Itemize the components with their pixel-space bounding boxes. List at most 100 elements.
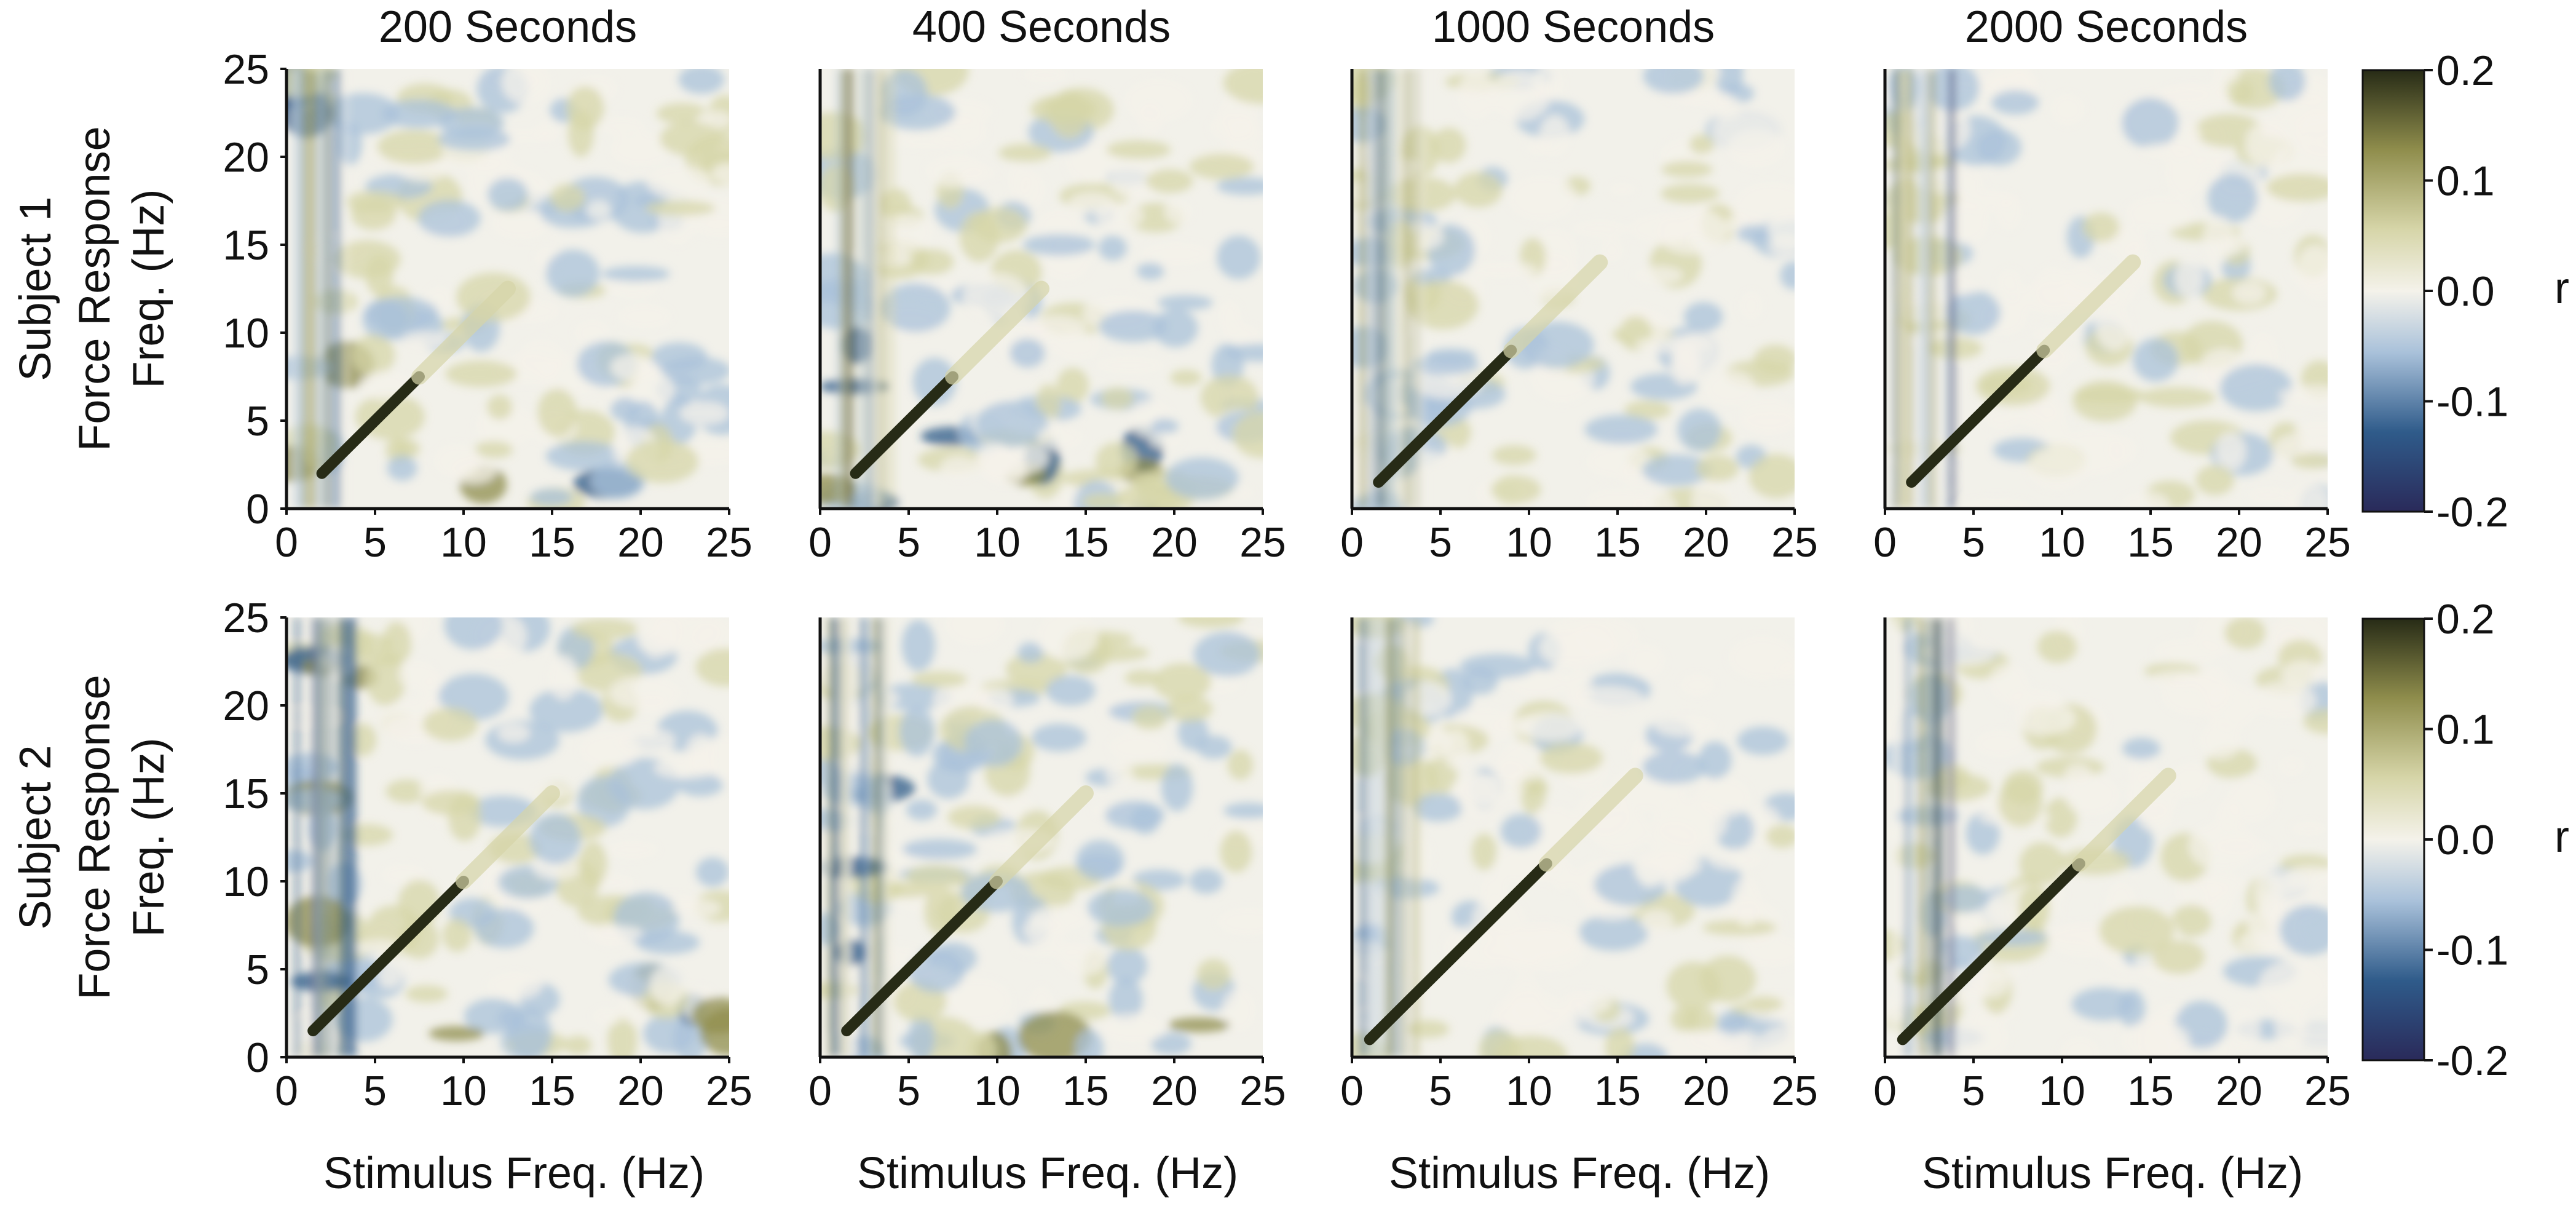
- heatmap-blob: [2293, 420, 2328, 446]
- heatmap-blob: [959, 165, 998, 181]
- heatmap-blob: [578, 731, 641, 769]
- heatmap-blob: [2139, 387, 2216, 408]
- heatmap-blob: [1196, 958, 1231, 990]
- x-axis-label: Stimulus Freq. (Hz): [1922, 1149, 2303, 1198]
- heatmap-blob: [325, 93, 400, 135]
- heatmap-blob: [1996, 268, 2023, 297]
- heatmap-blob: [1081, 493, 1125, 509]
- heatmap-blob: [2137, 801, 2174, 832]
- heatmap-blob: [1490, 1002, 1564, 1032]
- heatmap-streak: [1918, 617, 1926, 1057]
- heatmap-blob: [1636, 854, 1662, 888]
- heatmap-blob: [2207, 173, 2258, 223]
- heatmap-streak: [302, 69, 309, 509]
- diagonal-ridge-tail: [1503, 254, 1608, 359]
- heatmap-blob: [1630, 489, 1677, 509]
- x-tick-label: 15: [1062, 1068, 1109, 1114]
- x-tick-label: 0: [1340, 519, 1364, 566]
- heatmap-blob: [364, 296, 439, 331]
- y-tick-label: 15: [223, 771, 269, 817]
- y-tick-label: 0: [246, 486, 269, 533]
- heatmap-blob: [533, 857, 580, 881]
- heatmap-blob: [2059, 1036, 2101, 1057]
- heatmap-blob: [2106, 435, 2138, 466]
- heatmap-streak: [350, 617, 355, 1057]
- heatmap-streak: [1948, 69, 1956, 509]
- row-label: Subject 1: [11, 196, 60, 381]
- heatmap-blob: [1132, 705, 1167, 730]
- heatmap-blob: [474, 441, 513, 459]
- heatmap-blob: [1538, 627, 1602, 667]
- diagonal-ridge: [1897, 858, 2085, 1045]
- heatmap-blob: [944, 617, 1007, 647]
- heatmap-blob: [1584, 415, 1658, 444]
- heatmap-blob: [1105, 763, 1134, 787]
- heatmap-blob: [1005, 653, 1067, 686]
- heatmap-streak: [1936, 617, 1943, 1057]
- heatmap-blob: [2064, 774, 2120, 817]
- heatmap-blob: [2152, 940, 2205, 975]
- x-tick-label: 0: [1340, 1068, 1364, 1114]
- x-tick-label: 5: [897, 1068, 920, 1114]
- heatmap-blob: [381, 99, 456, 129]
- colorbar-tick-label: 0.2: [2436, 596, 2495, 643]
- heatmap-streak: [1415, 69, 1419, 509]
- x-tick-label: 15: [529, 1068, 575, 1114]
- heatmap-blob: [644, 200, 716, 216]
- heatmap-blob: [1731, 876, 1762, 927]
- x-tick-label: 20: [1151, 519, 1198, 566]
- heatmap-streak: [1369, 69, 1377, 509]
- heatmap-blob: [2220, 236, 2246, 255]
- heatmap-streak: [1926, 617, 1932, 1057]
- heatmap-blob: [1734, 180, 1795, 224]
- x-tick-label: 10: [974, 1068, 1021, 1114]
- heatmap-cells: [1352, 617, 1795, 1057]
- x-tick-label: 20: [617, 519, 664, 566]
- heatmap-blob: [1106, 140, 1171, 159]
- heatmap-blob: [1022, 234, 1096, 256]
- heatmap-cells: [286, 69, 729, 509]
- heatmap-blob: [1036, 617, 1099, 661]
- heatmap-blob: [1988, 663, 2030, 704]
- diagonal-ridge: [1373, 344, 1517, 488]
- x-tick-label: 25: [1771, 1068, 1818, 1114]
- heatmap-streak: [1948, 617, 1954, 1057]
- heatmap-blob: [1056, 367, 1089, 403]
- heatmap-blob: [945, 977, 1013, 1025]
- diagonal-ridge-tail: [2036, 254, 2141, 359]
- heatmap-blob: [1216, 235, 1261, 280]
- heatmap-streak: [868, 69, 874, 509]
- y-tick-label: 20: [223, 683, 269, 729]
- heatmap-streak: [872, 617, 879, 1057]
- heatmap-blob: [649, 966, 685, 1006]
- x-tick-label: 20: [1683, 1068, 1729, 1114]
- heatmap-blob: [1136, 262, 1164, 280]
- heatmap-blob: [875, 882, 934, 898]
- heatmap-blob: [2163, 149, 2207, 198]
- x-tick-label: 0: [1873, 519, 1897, 566]
- heatmap-blob: [1983, 408, 2018, 430]
- heatmap-blob: [1737, 224, 1771, 242]
- heatmap-blob: [1009, 338, 1045, 368]
- heatmap-streak: [887, 69, 895, 509]
- x-tick-label: 10: [440, 519, 487, 566]
- heatmap-blob: [1642, 750, 1706, 784]
- heatmap-blob: [2119, 1020, 2191, 1057]
- heatmap-blob: [2016, 280, 2093, 315]
- heatmap-blob: [2266, 173, 2328, 202]
- heatmap-blob: [1769, 234, 1795, 258]
- heatmap-blob: [352, 335, 395, 376]
- colorbar-tick-label: -0.1: [2436, 379, 2508, 426]
- heatmap-blob: [1193, 632, 1261, 677]
- heatmap-blob: [1607, 181, 1638, 197]
- colorbars: 0.2 0.1 0.0 -0.1 -0.2 r 0.2 0.1 0.0 -0.1 -0.2 r: [2361, 47, 2569, 1084]
- heatmap-blob: [2027, 446, 2087, 491]
- heatmap-blob: [1745, 996, 1784, 1012]
- heatmap-blob: [1157, 295, 1213, 311]
- colorbar: 0.2 0.1 0.0 -0.1 -0.2 r: [2361, 596, 2569, 1084]
- heatmap-blob: [398, 659, 438, 691]
- heatmap-streak: [883, 617, 890, 1057]
- heatmap-blob: [1717, 1010, 1748, 1034]
- x-tick-label: 15: [1062, 519, 1109, 566]
- heatmap-blob: [700, 1009, 729, 1056]
